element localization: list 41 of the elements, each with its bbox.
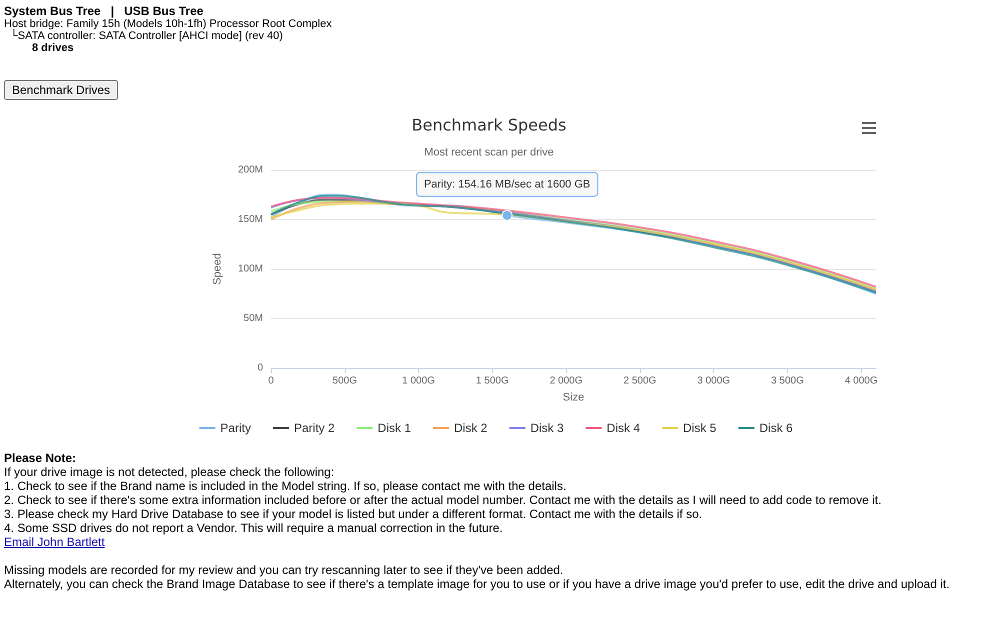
text: Missing models are recorded for my review and you can try rescanning later to see if they've been added.: [4, 563, 564, 577]
legend-label: Disk 3: [530, 421, 564, 435]
x-tick-label: 500G: [332, 376, 358, 386]
legend-label: Disk 5: [683, 421, 717, 435]
x-tick-label: 2 500G: [623, 376, 657, 386]
legend-label: Parity 2: [294, 421, 335, 435]
y-tick-label: 100M: [238, 264, 263, 274]
text: Alternately, you can check the Brand Image Database to see if there's a template image for you to use or if you have a drive image you'd prefer to use, edit the drive and upload it.: [4, 577, 951, 591]
x-tick-label: 4 000G: [844, 376, 878, 386]
y-tick-label: 200M: [238, 164, 263, 176]
x-tick-label: 1 500G: [476, 376, 509, 386]
text: Benchmark Drives: [4, 80, 118, 100]
legend-label: Disk 4: [606, 421, 640, 435]
y-tick-label: 0: [257, 362, 264, 374]
legend-label: Disk 1: [378, 421, 412, 435]
x-tick-label: 1 000G: [402, 376, 436, 386]
x-tick-label: 2 000G: [550, 376, 583, 386]
legend-label: Parity: [220, 421, 251, 435]
text: 8 drives: [31, 42, 75, 54]
text: └SATA controller: SATA Controller [AHCI mode] (rev 40): [9, 30, 284, 42]
y-axis-title: Speed: [212, 253, 224, 285]
chart-subtitle: Most recent scan per drive: [424, 146, 554, 158]
x-tick-label: 3 500G: [771, 376, 804, 386]
y-tick-label: 150M: [238, 214, 263, 225]
text: System Bus Tree | USB Bus Tree: [4, 4, 204, 18]
text: 3. Please check my Hard Drive Database to see if your model is listed but under a different format. Contact me with the details if so.: [4, 507, 704, 521]
x-axis-title: Size: [562, 392, 584, 404]
text: Host bridge: Family 15h (Models 10h-1fh) Processor Root Complex: [4, 18, 333, 30]
text: If your drive image is not detected, please check the following:: [4, 465, 336, 479]
chart-title: Benchmark Speeds: [412, 116, 566, 134]
x-tick-label: 0: [268, 376, 274, 386]
text: Email John Bartlett: [4, 535, 106, 549]
text: 4. Some SSD drives do not report a Vendor. This will require a manual correction in the future.: [4, 521, 504, 535]
annotation: Parity: 154.16 MB/sec at 1600 GB: [424, 178, 590, 190]
y-tick-label: 50M: [244, 313, 263, 324]
legend-label: Disk 6: [759, 421, 794, 435]
text: Please Note:: [4, 451, 78, 465]
legend-label: Disk 2: [454, 421, 488, 435]
text: 1. Check to see if the Brand name is included in the Model string. If so, please contact me with the details.: [4, 479, 568, 493]
text: 2. Check to see if there's some extra information included before or after the actual model number. Contact me with the details as I will need to add code to remove it.: [4, 493, 882, 507]
x-tick-label: 3 000G: [697, 376, 730, 386]
